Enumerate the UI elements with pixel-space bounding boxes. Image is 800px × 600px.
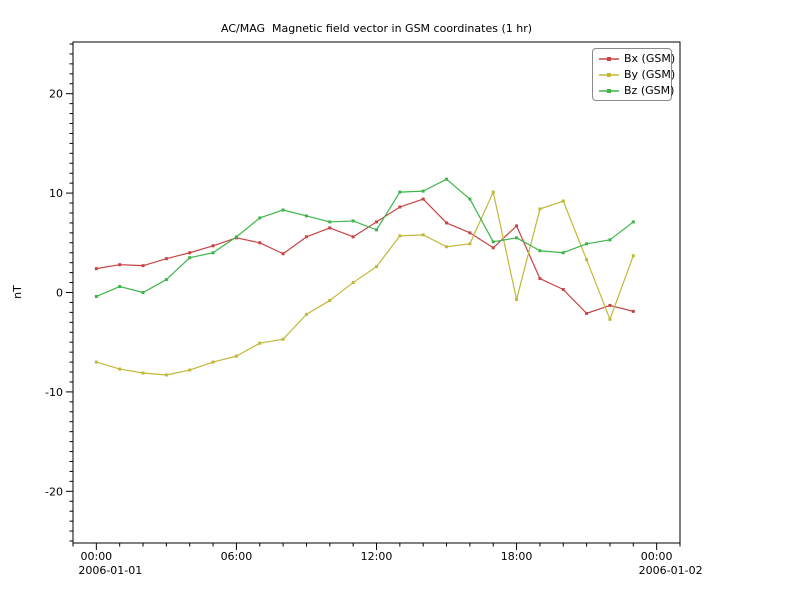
svg-text:06:00: 06:00 [221, 550, 253, 563]
legend-line-marker-icon [599, 73, 619, 77]
svg-text:20: 20 [49, 88, 63, 101]
x-axis-date-label: 2006-01-02 [639, 564, 703, 577]
svg-text:18:00: 18:00 [501, 550, 533, 563]
svg-text:10: 10 [49, 187, 63, 200]
legend-line-marker-icon [599, 57, 619, 61]
svg-text:-10: -10 [45, 386, 63, 399]
series-0-line [94, 197, 635, 315]
svg-text:0: 0 [56, 287, 63, 300]
svg-text:00:00: 00:00 [641, 550, 673, 563]
series-2-line [94, 177, 635, 298]
x-axis-date-label: 2006-01-01 [78, 564, 142, 577]
plot-border [72, 41, 681, 544]
legend-line-marker-icon [599, 89, 619, 93]
svg-text:00:00: 00:00 [80, 550, 112, 563]
svg-text:-20: -20 [45, 485, 63, 498]
svg-text:12:00: 12:00 [361, 550, 393, 563]
legend-label-bz: Bz (GSM) [624, 84, 675, 97]
y-axis-ticks: -20 -10 0 10 20 [45, 43, 73, 542]
chart-title: AC/MAG Magnetic field vector in GSM coor… [220, 22, 533, 35]
legend: Bx (GSM) By (GSM) Bz (GSM) [592, 48, 675, 101]
legend-item-bz: Bz (GSM) [598, 83, 675, 99]
legend-label-by: By (GSM) [624, 68, 676, 81]
legend-label-bx: Bx (GSM) [624, 52, 676, 65]
series-1-line [94, 190, 635, 377]
legend-item-bx: Bx (GSM) [598, 51, 675, 67]
legend-item-by: By (GSM) [598, 67, 675, 83]
